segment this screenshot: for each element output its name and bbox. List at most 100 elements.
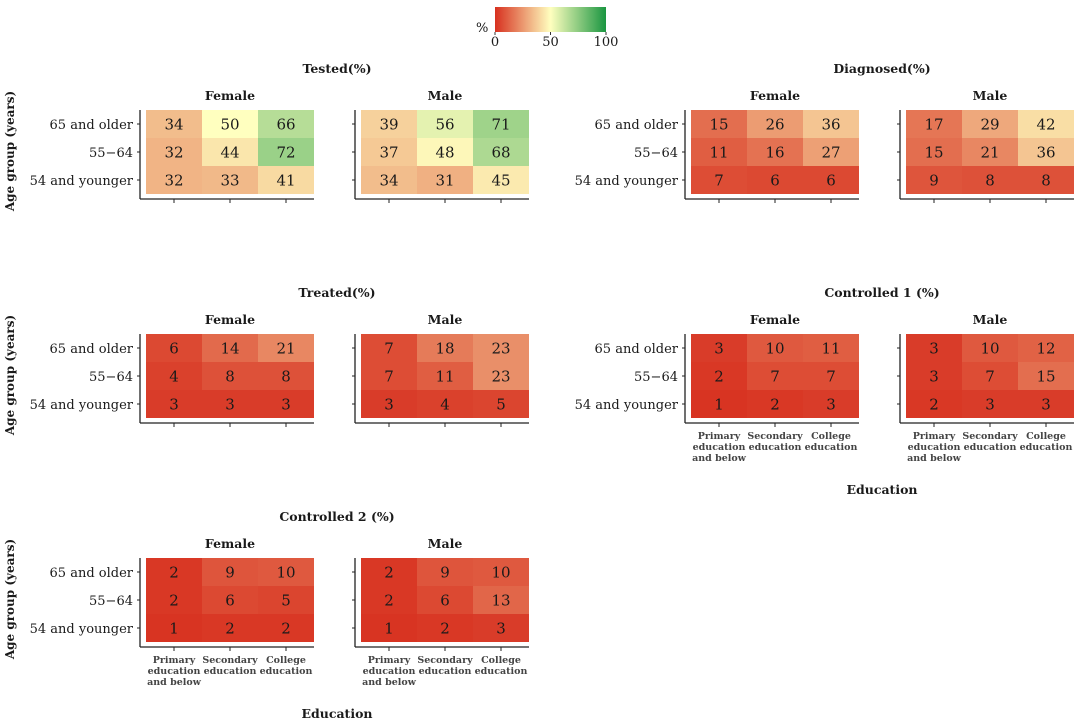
heatmap-cell xyxy=(906,166,962,194)
facet-female: Female 34 50 66 32 44 72 32 33 41 xyxy=(137,88,314,203)
cell-value-label: 3 xyxy=(496,620,506,638)
heatmap-cell xyxy=(146,614,202,642)
heatmap-cell xyxy=(691,110,747,138)
heatmap-cell xyxy=(906,390,962,418)
cell-value-label: 36 xyxy=(1036,144,1055,162)
heatmap-cell xyxy=(747,166,803,194)
legend-colorbar xyxy=(495,7,606,32)
cell-value-label: 6 xyxy=(440,592,450,610)
y-tick-label: 65 and older xyxy=(595,118,679,133)
heatmap-cell xyxy=(361,138,417,166)
y-tick-label: 65 and older xyxy=(50,566,134,581)
cell-value-label: 68 xyxy=(491,144,510,162)
x-tick-label: College xyxy=(481,655,521,666)
cell-value-label: 18 xyxy=(435,340,454,358)
heatmap-cell xyxy=(962,138,1018,166)
facet-male: Male 7 18 23 7 11 23 3 4 5 xyxy=(352,312,529,427)
cell-value-label: 21 xyxy=(276,340,295,358)
cell-value-label: 3 xyxy=(384,396,394,414)
cell-value-label: 42 xyxy=(1036,116,1055,134)
x-tick-label: and below xyxy=(147,677,202,688)
cell-value-label: 26 xyxy=(765,116,784,134)
heatmap-cell xyxy=(906,138,962,166)
heatmap-cell xyxy=(906,334,962,362)
color-legend: % 0 50 100 xyxy=(476,7,618,50)
panel: Controlled 1 (%) 65 and older 55−64 54 and … xyxy=(575,285,1074,464)
heatmap-cell xyxy=(747,110,803,138)
cell-value-label: 7 xyxy=(985,368,995,386)
heatmap-cell xyxy=(202,586,258,614)
heatmap-cell xyxy=(361,614,417,642)
x-tick-label: education xyxy=(805,442,858,453)
x-tick-label: and below xyxy=(907,453,962,464)
panel: Diagnosed(%) 65 and older 55−64 54 and youn… xyxy=(575,61,1074,203)
heatmap-cell xyxy=(473,110,529,138)
x-tick-label: Secondary xyxy=(417,655,473,666)
cell-value-label: 6 xyxy=(826,172,836,190)
y-tick-label: 54 and younger xyxy=(30,398,134,413)
cell-value-label: 2 xyxy=(169,592,179,610)
heatmap-cell xyxy=(417,138,473,166)
cell-value-label: 11 xyxy=(709,144,728,162)
cell-value-label: 4 xyxy=(440,396,450,414)
x-tick-label: Secondary xyxy=(747,431,803,442)
heatmap-cell xyxy=(361,362,417,390)
heatmap-cell xyxy=(1018,390,1074,418)
y-axis-label: Age group (years) xyxy=(3,539,17,660)
heatmap-cell xyxy=(202,614,258,642)
facet-title: Female xyxy=(205,312,255,327)
cell-value-label: 15 xyxy=(1036,368,1055,386)
heatmap-cell xyxy=(473,138,529,166)
heatmap-cell xyxy=(803,166,859,194)
heatmap-cell xyxy=(691,334,747,362)
cell-value-label: 11 xyxy=(821,340,840,358)
heatmap-cell xyxy=(691,138,747,166)
y-tick-label: 55−64 xyxy=(634,146,678,161)
cell-value-label: 23 xyxy=(491,340,510,358)
cell-value-label: 21 xyxy=(980,144,999,162)
cell-value-label: 3 xyxy=(714,340,724,358)
heatmap-cell xyxy=(962,390,1018,418)
cell-value-label: 3 xyxy=(225,396,235,414)
heatmap-cell xyxy=(146,558,202,586)
cell-value-label: 44 xyxy=(220,144,239,162)
heatmap-cell xyxy=(962,110,1018,138)
heatmap-cell xyxy=(146,138,202,166)
cell-value-label: 17 xyxy=(924,116,943,134)
y-tick-label: 65 and older xyxy=(50,118,134,133)
heatmap-cell xyxy=(258,138,314,166)
cell-value-label: 11 xyxy=(435,368,454,386)
cell-value-label: 5 xyxy=(281,592,291,610)
heatmap-cell xyxy=(417,614,473,642)
y-tick-label: 55−64 xyxy=(89,146,133,161)
facet-title: Female xyxy=(205,536,255,551)
panel-title: Controlled 2 (%) xyxy=(279,509,394,524)
heatmap-cell xyxy=(146,334,202,362)
cell-value-label: 3 xyxy=(929,340,939,358)
x-tick-label: education xyxy=(1020,442,1073,453)
x-tick-label: Secondary xyxy=(202,655,258,666)
heatmap-cell xyxy=(747,138,803,166)
heatmap-cell xyxy=(202,138,258,166)
legend-tick-label: 100 xyxy=(594,35,619,50)
facet-title: Male xyxy=(973,88,1008,103)
cell-value-label: 10 xyxy=(765,340,784,358)
facet-title: Male xyxy=(428,312,463,327)
cell-value-label: 9 xyxy=(929,172,939,190)
cell-value-label: 5 xyxy=(496,396,506,414)
heatmap-cell xyxy=(258,334,314,362)
x-tick-label: education xyxy=(363,666,416,677)
cell-value-label: 3 xyxy=(985,396,995,414)
cell-value-label: 39 xyxy=(379,116,398,134)
heatmap-cell xyxy=(361,166,417,194)
y-axis-label: Age group (years) xyxy=(3,91,17,212)
heatmap-cell xyxy=(747,334,803,362)
cell-value-label: 2 xyxy=(770,396,780,414)
y-tick-label: 55−64 xyxy=(89,594,133,609)
cell-value-label: 3 xyxy=(826,396,836,414)
x-tick-label: College xyxy=(1026,431,1066,442)
cell-value-label: 8 xyxy=(225,368,235,386)
x-tick-label: education xyxy=(148,666,201,677)
cell-value-label: 3 xyxy=(929,368,939,386)
